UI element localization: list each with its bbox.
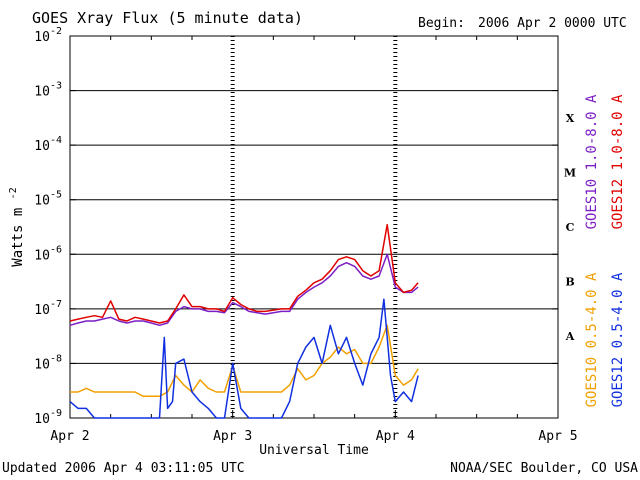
flare-class-label: C: [566, 221, 575, 234]
x-tick-label: Apr 5: [538, 429, 577, 444]
y-axis-label: Watts m -2: [8, 187, 26, 266]
series-line: [69, 298, 419, 419]
begin-value: 2006 Apr 2 0000 UTC: [478, 16, 627, 31]
series-line: [69, 223, 419, 324]
y-tick-label: 10-2: [34, 26, 62, 45]
updated-timestamp: Updated 2006 Apr 4 03:11:05 UTC: [2, 461, 245, 476]
plot-frame: [69, 35, 559, 419]
flare-class-label: M: [564, 166, 576, 179]
x-tick-label: Apr 4: [376, 429, 415, 444]
y-tick-label: 10-5: [34, 190, 62, 209]
series-line: [70, 324, 419, 398]
legend-entry: GOES10 1.0-8.0 A: [584, 94, 600, 229]
flare-class-label: A: [565, 330, 575, 343]
flare-class-label: B: [565, 276, 574, 289]
begin-label: Begin:: [418, 16, 465, 31]
credit-text: NOAA/SEC Boulder, CO USA: [450, 461, 638, 476]
y-tick-label: 10-3: [34, 81, 62, 100]
chart-title: GOES Xray Flux (5 minute data): [32, 9, 303, 27]
y-tick-label: 10-6: [34, 244, 62, 263]
x-tick-label: Apr 2: [50, 429, 89, 444]
y-tick-label: 10-9: [34, 408, 62, 427]
x-tick-label: Apr 3: [213, 429, 252, 444]
legend-entry: GOES12 0.5-4.0 A: [610, 272, 626, 407]
series-line: [69, 253, 419, 327]
y-tick-label: 10-8: [34, 353, 62, 372]
flare-class-label: X: [566, 112, 575, 125]
legend-entry: GOES12 1.0-8.0 A: [610, 94, 626, 229]
x-axis-label: Universal Time: [259, 443, 369, 458]
y-tick-label: 10-7: [34, 299, 62, 318]
legend-entry: GOES10 0.5-4.0 A: [584, 272, 600, 407]
y-tick-label: 10-4: [34, 135, 62, 154]
